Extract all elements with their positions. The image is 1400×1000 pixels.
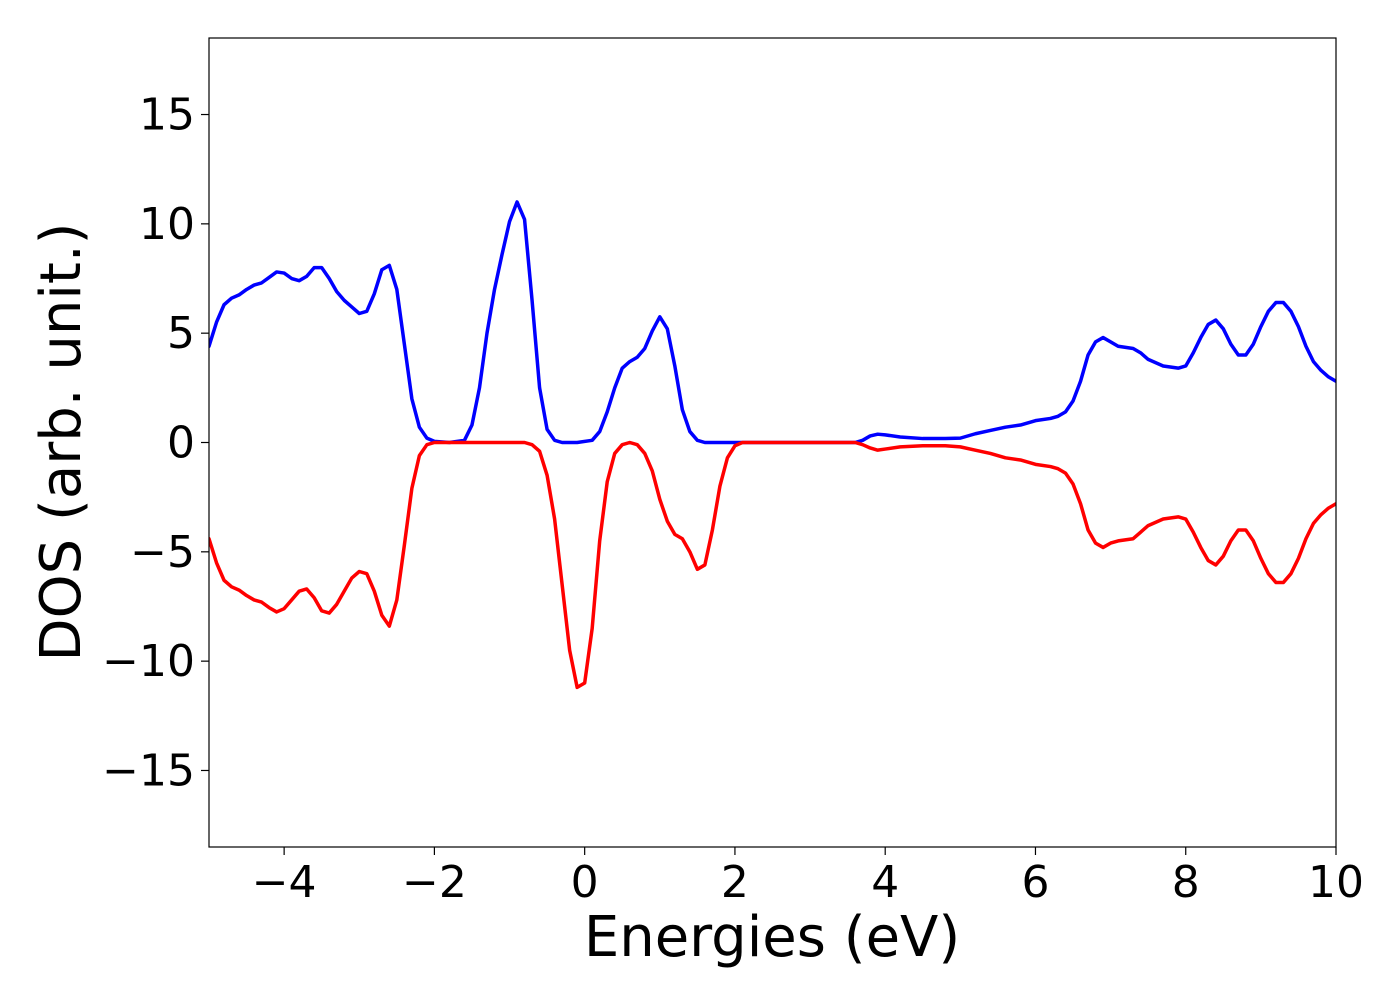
y-tick-label: 0 [167, 418, 195, 469]
y-axis-ticks: −15 −10 −5 0 5 10 15 [102, 90, 209, 796]
x-tick-label: 10 [1308, 857, 1364, 908]
x-tick-label: 4 [871, 857, 899, 908]
x-tick-label: 8 [1172, 857, 1200, 908]
x-tick-label: 2 [721, 857, 749, 908]
x-tick-label: 6 [1021, 857, 1049, 908]
y-tick-label: 10 [139, 199, 195, 250]
y-tick-label: −10 [102, 636, 195, 687]
y-tick-label: 5 [167, 308, 195, 359]
series-line-1 [209, 440, 1336, 690]
series-layer [209, 200, 1336, 690]
y-tick-label: −5 [130, 527, 195, 578]
series-line-0 [209, 200, 1336, 445]
x-axis-label: Energies (eV) [584, 905, 960, 970]
x-tick-label: −2 [402, 857, 467, 908]
x-tick-label: −4 [252, 857, 317, 908]
y-axis-label: DOS (arb. unit.) [29, 222, 94, 661]
y-tick-label: 15 [139, 90, 195, 141]
x-tick-label: 0 [571, 857, 599, 908]
y-tick-label: −15 [102, 745, 195, 796]
x-axis-ticks: −4 −2 0 2 4 6 8 10 [252, 847, 1364, 908]
